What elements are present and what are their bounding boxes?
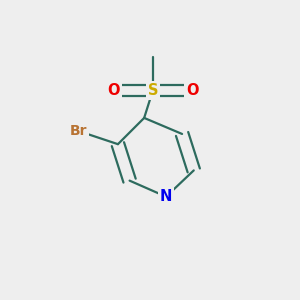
Text: S: S [148, 83, 158, 98]
Text: O: O [107, 83, 120, 98]
Text: N: N [160, 189, 172, 204]
Text: Br: Br [70, 124, 87, 138]
Text: O: O [186, 83, 199, 98]
